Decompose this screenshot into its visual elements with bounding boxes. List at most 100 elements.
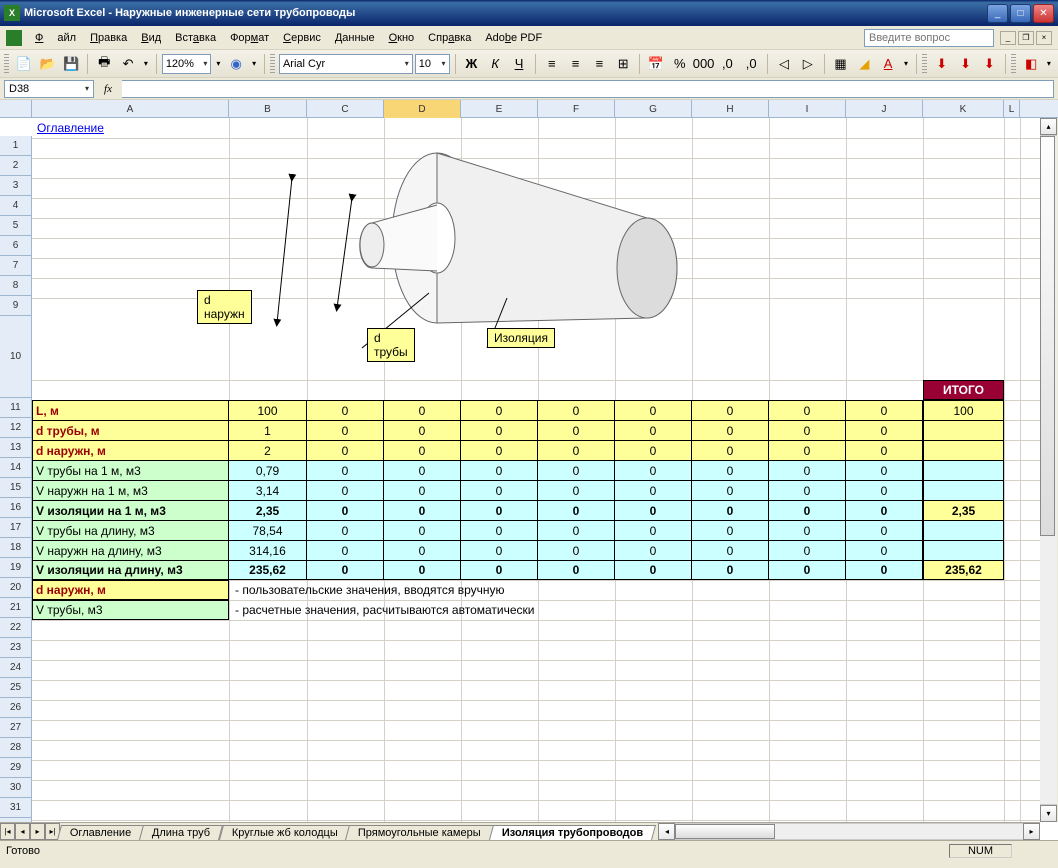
cell-itogo-header[interactable]: ИТОГО (923, 380, 1004, 400)
cell-total-r14[interactable] (923, 440, 1004, 460)
col-header-J[interactable]: J (846, 100, 923, 118)
doc-close-button[interactable]: × (1036, 31, 1052, 45)
row-header-27[interactable]: 27 (0, 718, 32, 738)
cell-r12-c8[interactable]: 0 (769, 400, 846, 420)
cell-r20-c5[interactable]: 0 (538, 560, 615, 580)
cell-r15-c2[interactable]: 0 (307, 460, 384, 480)
cell-r16-c3[interactable]: 0 (384, 480, 461, 500)
menu-format[interactable]: Формат (223, 30, 276, 46)
row-header-6[interactable]: 6 (0, 236, 32, 256)
vertical-scrollbar[interactable]: ▴ ▾ (1040, 118, 1058, 822)
cell-r14-c1[interactable]: 2 (229, 440, 307, 460)
cell-r15-c5[interactable]: 0 (538, 460, 615, 480)
cell-r17-c3[interactable]: 0 (384, 500, 461, 520)
cell-r18-c9[interactable]: 0 (846, 520, 923, 540)
cell-r18-c3[interactable]: 0 (384, 520, 461, 540)
row-header-21[interactable]: 21 (0, 598, 32, 618)
undo-icon[interactable]: ↶ (117, 53, 139, 75)
cell-r15-c4[interactable]: 0 (461, 460, 538, 480)
toolbar-more-3[interactable]: ▾ (1044, 53, 1054, 75)
cell-r20-c6[interactable]: 0 (615, 560, 692, 580)
cell-label-r12[interactable]: L, м (32, 400, 229, 420)
tab-next-button[interactable]: ▸ (30, 823, 45, 840)
cell-r19-c5[interactable]: 0 (538, 540, 615, 560)
cell-total-r13[interactable] (923, 420, 1004, 440)
col-header-C[interactable]: C (307, 100, 384, 118)
sheet-tab-3[interactable]: Круглые жб колодцы (219, 825, 351, 840)
row-header-11[interactable]: 11 (0, 398, 32, 418)
cell-r15-c9[interactable]: 0 (846, 460, 923, 480)
undo-dropdown[interactable]: ▾ (141, 53, 151, 75)
cell-total-r16[interactable] (923, 480, 1004, 500)
tab-prev-button[interactable]: ◂ (15, 823, 30, 840)
cell-r12-c1[interactable]: 100 (229, 400, 307, 420)
cell-r17-c1[interactable]: 2,35 (229, 500, 307, 520)
cell-total-r18[interactable] (923, 520, 1004, 540)
cell-r18-c4[interactable]: 0 (461, 520, 538, 540)
row-header-1[interactable]: 1 (0, 136, 32, 156)
currency-icon[interactable]: 📅 (645, 53, 667, 75)
row-header-3[interactable]: 3 (0, 176, 32, 196)
cell-r20-c4[interactable]: 0 (461, 560, 538, 580)
sheet-tab-5[interactable]: Изоляция трубопроводов (489, 825, 656, 840)
toolbar-more-2[interactable]: ▾ (901, 53, 911, 75)
cell-r14-c7[interactable]: 0 (692, 440, 769, 460)
cell-r16-c5[interactable]: 0 (538, 480, 615, 500)
cell-total-r12[interactable]: 100 (923, 400, 1004, 420)
cell-r14-c2[interactable]: 0 (307, 440, 384, 460)
bold-icon[interactable]: Ж (461, 53, 483, 75)
fx-button[interactable]: fx (98, 80, 118, 98)
cell-r18-c2[interactable]: 0 (307, 520, 384, 540)
cell-label-r14[interactable]: d наружн, м (32, 440, 229, 460)
row-header-13[interactable]: 13 (0, 438, 32, 458)
pdf-icon-1[interactable]: ⬇ (931, 53, 953, 75)
toolbar-more[interactable]: ▾ (249, 53, 259, 75)
cell-r17-c6[interactable]: 0 (615, 500, 692, 520)
cell-r19-c2[interactable]: 0 (307, 540, 384, 560)
cell-total-r19[interactable] (923, 540, 1004, 560)
print-icon[interactable]: 🖶 (93, 53, 115, 75)
cell-label-r20[interactable]: V изоляции на длину, м3 (32, 560, 229, 580)
name-box[interactable]: D38▾ (4, 80, 94, 98)
maximize-button[interactable]: □ (1010, 4, 1031, 23)
cell-r16-c7[interactable]: 0 (692, 480, 769, 500)
cell-total-r15[interactable] (923, 460, 1004, 480)
cell-r12-c5[interactable]: 0 (538, 400, 615, 420)
percent-icon[interactable]: % (669, 53, 691, 75)
close-button[interactable]: ✕ (1033, 4, 1054, 23)
col-header-A[interactable]: A (32, 100, 229, 118)
cell-r15-c7[interactable]: 0 (692, 460, 769, 480)
cell-r18-c8[interactable]: 0 (769, 520, 846, 540)
cell-r20-c8[interactable]: 0 (769, 560, 846, 580)
align-left-icon[interactable]: ≡ (541, 53, 563, 75)
sheet-tab-1[interactable]: Оглавление (57, 825, 144, 840)
row-header-10[interactable]: 10 (0, 316, 32, 398)
horizontal-scrollbar[interactable]: ◂ ▸ (658, 823, 1040, 840)
open-icon[interactable]: 📂 (37, 53, 59, 75)
select-all-corner[interactable] (0, 100, 32, 118)
cell-r19-c7[interactable]: 0 (692, 540, 769, 560)
dec-decimal-icon[interactable]: ,0 (740, 53, 762, 75)
menu-help[interactable]: Справка (421, 30, 478, 46)
zoom-dropdown[interactable]: ▾ (213, 53, 223, 75)
cell-total-r17[interactable]: 2,35 (923, 500, 1004, 520)
cell-r14-c9[interactable]: 0 (846, 440, 923, 460)
cell-r13-c8[interactable]: 0 (769, 420, 846, 440)
row-header-14[interactable]: 14 (0, 458, 32, 478)
cell-r20-c1[interactable]: 235,62 (229, 560, 307, 580)
cell-r12-c2[interactable]: 0 (307, 400, 384, 420)
row-header-30[interactable]: 30 (0, 778, 32, 798)
font-name-combo[interactable]: Arial Cyr▾ (279, 54, 413, 74)
cell-label-r16[interactable]: V наружн на 1 м, м3 (32, 480, 229, 500)
cell-r16-c4[interactable]: 0 (461, 480, 538, 500)
row-header-4[interactable]: 4 (0, 196, 32, 216)
cell-r18-c6[interactable]: 0 (615, 520, 692, 540)
cell-r15-c3[interactable]: 0 (384, 460, 461, 480)
toolbar-grip-2[interactable] (270, 54, 275, 74)
row-header-7[interactable]: 7 (0, 256, 32, 276)
underline-icon[interactable]: Ч (508, 53, 530, 75)
row-header-8[interactable]: 8 (0, 276, 32, 296)
cell-r16-c9[interactable]: 0 (846, 480, 923, 500)
cell-r20-c3[interactable]: 0 (384, 560, 461, 580)
col-header-E[interactable]: E (461, 100, 538, 118)
